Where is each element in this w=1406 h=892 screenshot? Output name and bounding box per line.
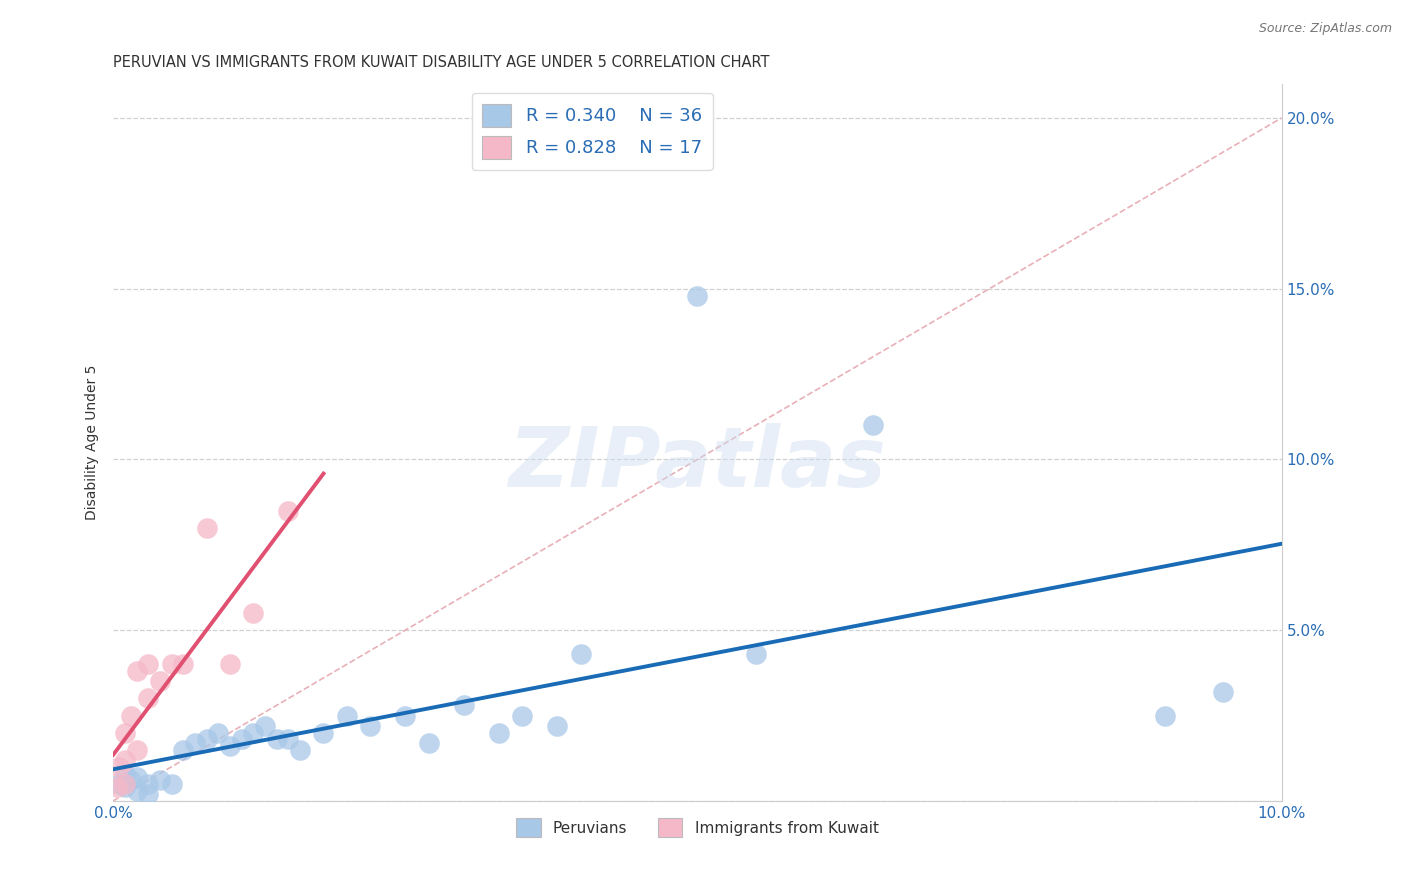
Point <box>1153 708 1175 723</box>
Point <box>105 780 128 795</box>
Point <box>114 780 136 795</box>
Point <box>160 657 183 672</box>
Point <box>453 698 475 713</box>
Point <box>488 725 510 739</box>
Point <box>745 647 768 661</box>
Point <box>277 732 299 747</box>
Point <box>1212 684 1234 698</box>
Point <box>114 766 136 780</box>
Text: ZIPatlas: ZIPatlas <box>509 424 886 504</box>
Point <box>686 288 709 302</box>
Point <box>136 787 159 801</box>
Point <box>569 647 592 661</box>
Point <box>242 725 264 739</box>
Point <box>125 783 148 797</box>
Point <box>108 777 131 791</box>
Point <box>254 719 277 733</box>
Point <box>184 736 207 750</box>
Point <box>149 674 172 689</box>
Point <box>172 657 194 672</box>
Point <box>149 773 172 788</box>
Point <box>120 708 142 723</box>
Point <box>172 742 194 756</box>
Point <box>546 719 568 733</box>
Text: Source: ZipAtlas.com: Source: ZipAtlas.com <box>1258 22 1392 36</box>
Point <box>120 773 142 788</box>
Point <box>125 770 148 784</box>
Point <box>207 725 229 739</box>
Text: PERUVIAN VS IMMIGRANTS FROM KUWAIT DISABILITY AGE UNDER 5 CORRELATION CHART: PERUVIAN VS IMMIGRANTS FROM KUWAIT DISAB… <box>114 55 769 70</box>
Point <box>114 777 136 791</box>
Point <box>219 657 242 672</box>
Point <box>277 503 299 517</box>
Point <box>288 742 311 756</box>
Point <box>219 739 242 754</box>
Point <box>195 521 218 535</box>
Y-axis label: Disability Age Under 5: Disability Age Under 5 <box>86 365 100 520</box>
Point <box>136 657 159 672</box>
Point <box>114 753 136 767</box>
Point <box>394 708 416 723</box>
Point <box>136 777 159 791</box>
Point <box>125 664 148 678</box>
Point <box>231 732 253 747</box>
Point <box>242 606 264 620</box>
Point <box>266 732 288 747</box>
Point <box>336 708 359 723</box>
Point <box>125 742 148 756</box>
Point <box>510 708 533 723</box>
Point <box>108 760 131 774</box>
Point <box>359 719 381 733</box>
Point <box>114 725 136 739</box>
Point <box>195 732 218 747</box>
Point <box>160 777 183 791</box>
Point <box>862 418 884 433</box>
Point <box>312 725 335 739</box>
Legend: Peruvians, Immigrants from Kuwait: Peruvians, Immigrants from Kuwait <box>510 812 884 844</box>
Point <box>418 736 440 750</box>
Point <box>136 691 159 706</box>
